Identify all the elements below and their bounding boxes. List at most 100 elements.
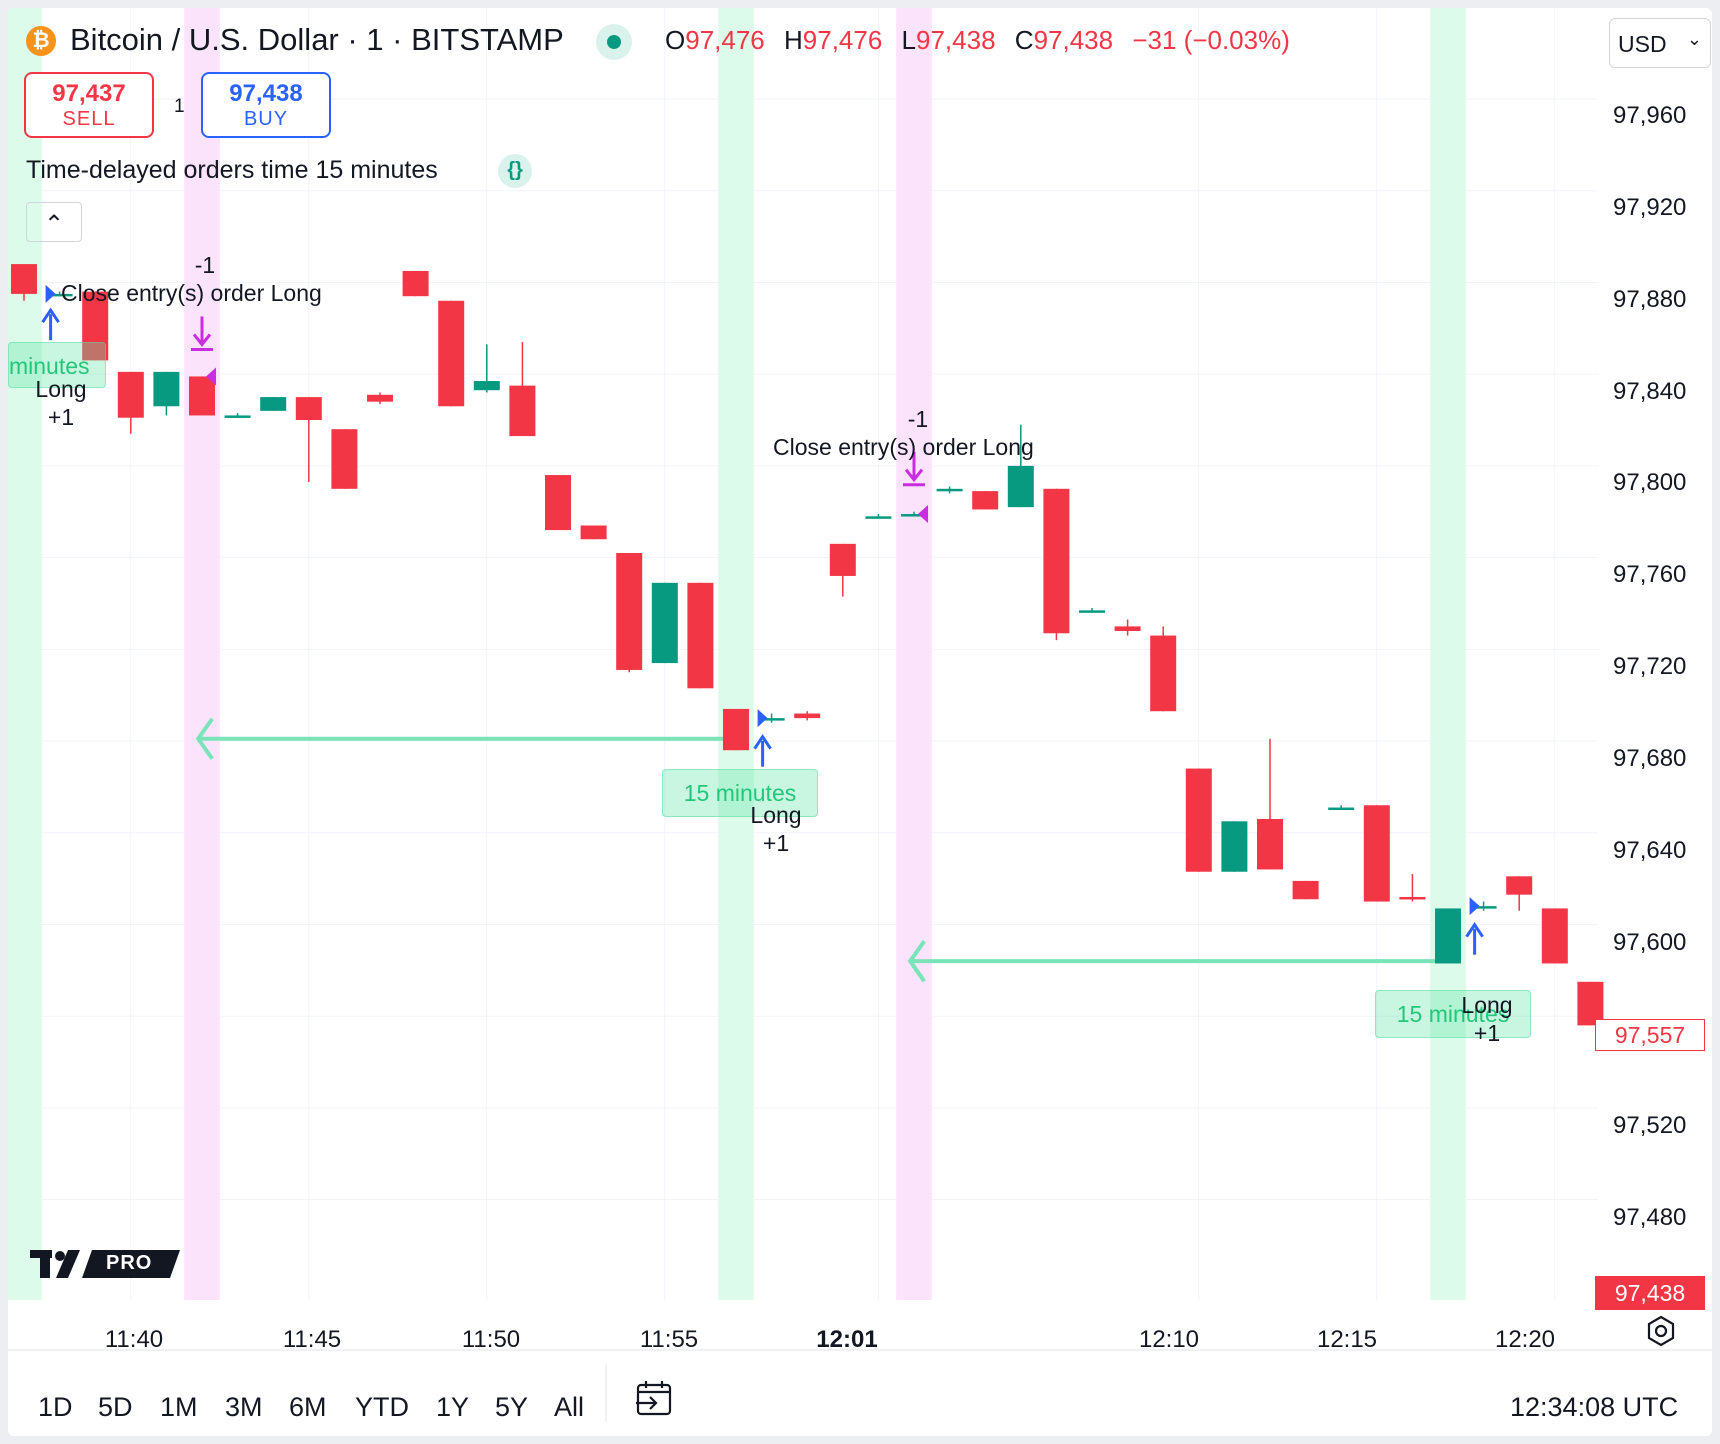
buy-price: 97,438 [229, 80, 303, 107]
sell-price: 97,437 [52, 80, 126, 107]
candle-body [153, 371, 180, 407]
exit-triangle [918, 505, 928, 524]
candle-body [260, 397, 287, 411]
utc-clock[interactable]: 12:34:08 UTC [1510, 1392, 1679, 1422]
close-order-qty: -1 [907, 406, 929, 432]
entry-triangle [45, 284, 56, 303]
range-6m[interactable]: 6M [289, 1392, 327, 1422]
candle-body [117, 371, 144, 418]
range-5d[interactable]: 5D [98, 1392, 133, 1422]
low-label: L [901, 25, 917, 55]
candle-body [82, 291, 109, 361]
range-3m[interactable]: 3M [225, 1392, 263, 1422]
price-tick: 97,760 [1613, 561, 1687, 588]
long-arrow-up-icon [41, 307, 60, 324]
candle-body [473, 381, 500, 391]
long-arrow-up-icon [753, 733, 772, 750]
open-value: 97,476 [685, 25, 765, 55]
collapse-legend-button[interactable]: ⌃ [26, 202, 82, 242]
candle-body [224, 415, 251, 418]
source-code-icon[interactable]: {} [498, 154, 532, 188]
range-1m[interactable]: 1M [160, 1392, 198, 1422]
delay-arrow-head [907, 940, 926, 983]
close-signal-band [184, 8, 220, 1300]
candle-body [1363, 805, 1390, 902]
time-tick: 12:01 [816, 1326, 878, 1353]
bitcoin-glyph: ₿ [32, 29, 50, 52]
close-signal-band [896, 8, 932, 1300]
candle-body [901, 514, 927, 517]
buy-button[interactable]: 97,438 BUY [201, 72, 331, 138]
order-markers [41, 284, 1484, 955]
time-tick: 12:10 [1138, 1326, 1200, 1353]
delay-label: 15 minutes [1375, 990, 1531, 1038]
long-order-qty: +1 [47, 404, 75, 430]
long-order-label: Long [1461, 992, 1513, 1018]
candle-body [758, 718, 785, 721]
price-tick: 97,800 [1613, 469, 1687, 496]
candle-body [189, 376, 215, 416]
candle-body [509, 385, 536, 437]
range-all[interactable]: All [554, 1392, 585, 1422]
range-ytd[interactable]: YTD [355, 1392, 409, 1422]
entry-triangle [1469, 897, 1480, 916]
time-tick: 12:20 [1494, 1326, 1556, 1353]
close-value: 97,438 [1033, 25, 1114, 55]
candle-series [11, 264, 1604, 1026]
long-arrow-up-icon [1465, 922, 1484, 938]
time-tick: 11:55 [639, 1326, 699, 1353]
time-tick: 12:15 [1316, 1326, 1378, 1353]
candle-body [1541, 908, 1568, 964]
candle-body [687, 582, 714, 689]
status-dot [607, 35, 621, 49]
price-tick: 97,880 [1613, 286, 1687, 313]
go-to-date-icon[interactable] [634, 1378, 674, 1423]
long-signal-band [1430, 8, 1466, 1300]
symbol-title[interactable]: Bitcoin / U.S. Dollar · 1 · BITSTAMP [70, 22, 564, 57]
last-price-value: 97,438 [1614, 1280, 1686, 1306]
candle-body [1292, 880, 1319, 900]
ohlc-readout: O97,476 H97,476 L97,438 C97,438 −31 (−0.… [665, 25, 1302, 56]
candle-body [1150, 635, 1177, 712]
price-tick: 97,720 [1613, 653, 1687, 680]
low-value: 97,438 [916, 25, 996, 55]
delay-label: minutes [8, 342, 106, 388]
current-price-value: 97,557 [1614, 1022, 1686, 1048]
candle-body [11, 264, 37, 294]
candle-body [829, 543, 856, 576]
candle-body [580, 525, 607, 540]
candle-body [865, 516, 892, 519]
candle-body [1114, 626, 1141, 631]
long-signal-band [8, 8, 42, 1300]
currency-selector[interactable]: USD ⌄ [1609, 18, 1711, 68]
chart-window: ₿ Bitcoin / U.S. Dollar · 1 · BITSTAMP O… [8, 8, 1712, 1436]
price-tick: 97,600 [1613, 929, 1687, 956]
settings-gear-icon[interactable] [1644, 1314, 1678, 1353]
market-status-icon[interactable] [596, 24, 632, 60]
candle-body [723, 708, 749, 751]
time-tick: 11:50 [461, 1326, 521, 1353]
price-tick: 97,520 [1613, 1112, 1687, 1139]
long-order-label: Long [750, 802, 802, 828]
sell-button[interactable]: 97,437 SELL [24, 72, 154, 138]
candle-body [616, 553, 643, 670]
indicator-title[interactable]: Time-delayed orders time 15 minutes [26, 156, 438, 184]
price-tick: 97,840 [1613, 378, 1687, 405]
open-label: O [665, 25, 686, 55]
range-1d[interactable]: 1D [38, 1392, 73, 1422]
long-order-qty: +1 [1473, 1020, 1501, 1046]
buy-label: BUY [243, 108, 289, 130]
logo-pro-text: PRO [106, 1252, 153, 1274]
range-5y[interactable]: 5Y [495, 1392, 529, 1422]
long-order-qty: +1 [762, 830, 790, 856]
close-arrow-down-icon [192, 333, 212, 347]
candle-body [1007, 465, 1034, 508]
tradingview-logo: PRO [30, 1246, 180, 1287]
price-tick: 97,960 [1613, 102, 1687, 129]
candle-body [794, 713, 821, 719]
time-tick: 11:45 [282, 1326, 342, 1353]
long-order-label: Long [35, 376, 87, 402]
delay-arrow-head [195, 717, 214, 760]
chart-canvas[interactable] [8, 8, 1712, 1436]
range-1y[interactable]: 1Y [436, 1392, 470, 1422]
